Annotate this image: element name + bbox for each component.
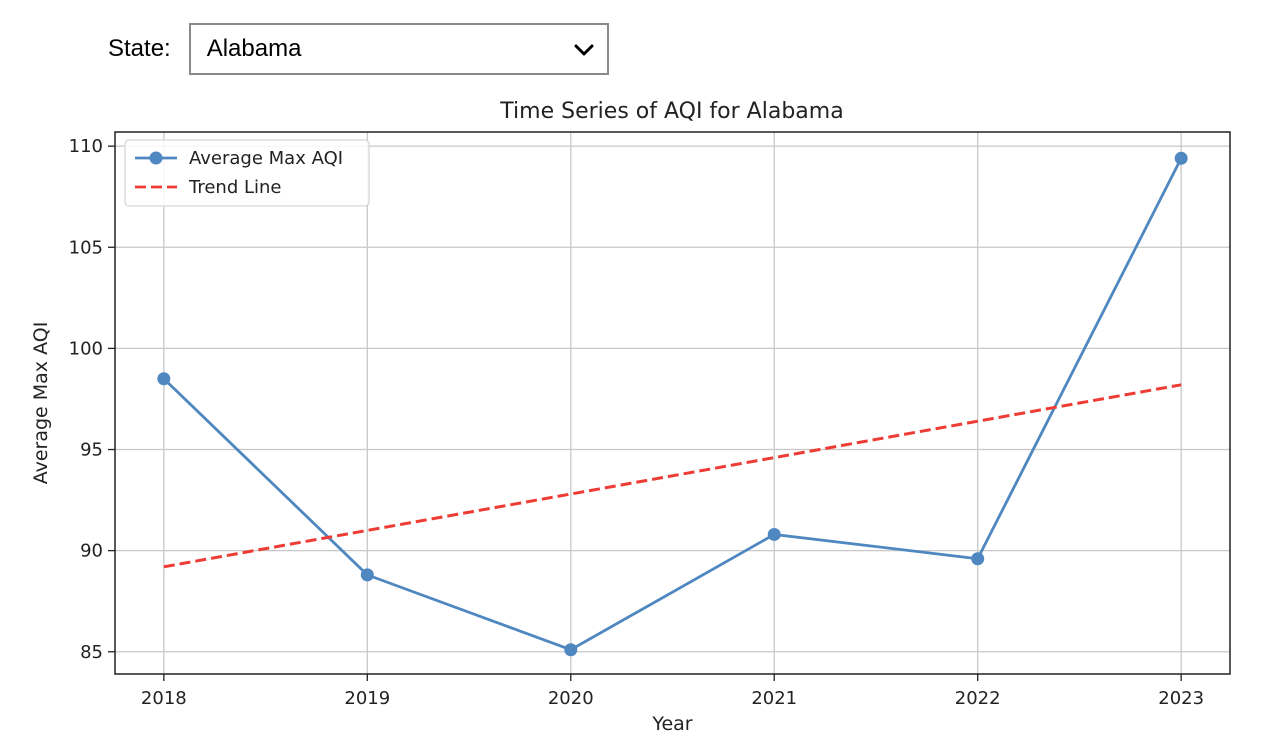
legend-label: Average Max AQI: [189, 148, 343, 169]
series-point: [564, 643, 578, 657]
y-tick-label: 90: [80, 541, 103, 562]
tick-layer: 2018 2019 2020 2021 2022 2023 85 90 95 100 105 110: [69, 136, 1204, 709]
state-label: State:: [108, 35, 171, 62]
y-axis-label: Average Max AQI: [30, 322, 52, 485]
legend-label: Trend Line: [188, 177, 282, 198]
state-select-value: Alabama: [206, 35, 302, 62]
x-tick-label: 2020: [548, 688, 594, 709]
series-point: [157, 372, 171, 386]
y-tick-label: 95: [80, 440, 103, 461]
x-tick-label: 2022: [955, 688, 1001, 709]
plot-frame: [114, 131, 1231, 675]
y-tick-label: 105: [69, 237, 103, 258]
y-tick-label: 85: [80, 642, 103, 663]
x-tick-label: 2019: [344, 688, 390, 709]
chevron-down-icon: [574, 44, 594, 56]
chart-title: Time Series of AQI for Alabama: [499, 99, 843, 124]
series-point: [971, 552, 985, 566]
legend-swatch-marker: [149, 151, 163, 165]
series-line-0: [162, 157, 1183, 652]
y-tick-label: 100: [69, 338, 103, 359]
legend: Average Max AQI Trend Line: [124, 139, 370, 207]
state-control: State: Alabama: [108, 22, 609, 76]
x-tick-label: 2021: [751, 688, 797, 709]
state-select[interactable]: Alabama: [188, 23, 609, 75]
series-point: [767, 527, 781, 541]
y-tick-label: 110: [69, 136, 103, 157]
legend-box: [124, 139, 370, 207]
series-point: [360, 568, 374, 582]
x-tick-label: 2023: [1158, 688, 1204, 709]
series-layer: [157, 151, 1188, 657]
aqi-line-chart: Time Series of AQI for Alabama 2018 2019 2…: [30, 99, 1231, 735]
series-line-1: [163, 383, 1182, 569]
x-tick-label: 2018: [141, 688, 187, 709]
x-axis-label: Year: [651, 713, 692, 735]
series-point: [1174, 151, 1188, 165]
